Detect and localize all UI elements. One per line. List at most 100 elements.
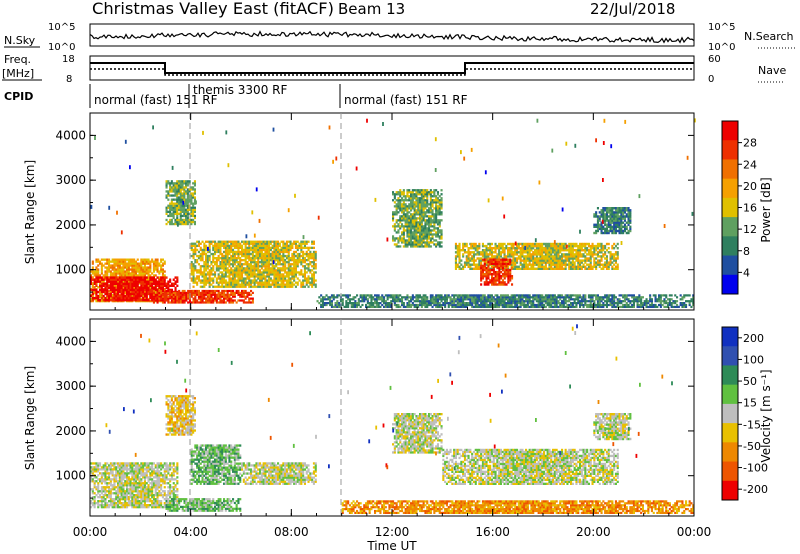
heatmap-cell (165, 293, 168, 296)
heatmap-cell (230, 277, 233, 280)
heatmap-cell (221, 244, 224, 247)
heatmap-cell (431, 219, 434, 222)
heatmap-cell (115, 280, 118, 283)
heatmap-cell (145, 290, 148, 294)
heatmap-cell (395, 245, 398, 248)
heatmap-cell (133, 290, 136, 294)
heatmap-cell (100, 262, 103, 265)
heatmap-cell (239, 246, 242, 249)
heatmap-cell (462, 300, 465, 303)
cpid-label: CPID (4, 90, 33, 103)
heatmap-cell (194, 269, 197, 272)
heatmap-cell (422, 227, 425, 230)
heatmap-cell (224, 293, 227, 296)
heatmap-cell (215, 257, 218, 260)
heatmap-cell (411, 303, 414, 307)
heatmap-cell (688, 300, 691, 303)
heatmap-cell (490, 255, 493, 258)
heatmap-cell (415, 213, 418, 216)
heatmap-cell (120, 294, 123, 298)
heatmap-cell (253, 273, 256, 276)
heatmap-cell (417, 243, 420, 246)
heatmap-cell (185, 299, 188, 302)
heatmap-cell (539, 305, 542, 308)
heatmap-cell (241, 283, 244, 286)
heatmap-cell (440, 205, 443, 208)
heatmap-cell (643, 300, 646, 303)
heatmap-cell (611, 303, 614, 307)
heatmap-cell (165, 190, 168, 193)
heatmap-cell (442, 296, 445, 299)
heatmap-cell (589, 294, 592, 297)
heatmap-cell (605, 305, 608, 308)
heatmap-cell (100, 288, 103, 292)
heatmap-cell (126, 266, 129, 269)
heatmap-cell (214, 257, 217, 260)
heatmap-cell (235, 289, 238, 293)
heatmap-cell (379, 296, 382, 299)
heatmap-cell (251, 259, 254, 262)
heatmap-cell (122, 278, 125, 281)
heatmap-cell (406, 245, 409, 248)
heatmap-cell (420, 193, 423, 196)
heatmap-cell (259, 265, 262, 268)
heatmap-cell (375, 294, 378, 297)
heatmap-cell (325, 303, 328, 307)
heatmap-cell (253, 246, 256, 249)
heatmap-cell (428, 223, 431, 226)
heatmap-cell (417, 197, 420, 200)
heatmap-cell (487, 249, 490, 252)
heatmap-cell (435, 303, 438, 307)
heatmap-cell (413, 217, 416, 220)
heatmap-cell (237, 248, 240, 252)
heatmap-cell (183, 208, 186, 211)
heatmap-cell (120, 288, 123, 292)
heatmap-cell (244, 281, 247, 284)
heatmap-cell (440, 211, 443, 214)
heatmap-cell (404, 241, 407, 244)
heatmap-cell (253, 248, 256, 252)
heatmap-cell (401, 211, 404, 214)
heatmap-cell (91, 276, 94, 279)
heatmap-cell (145, 270, 148, 273)
heatmap-cell (393, 195, 396, 198)
heatmap-cell (117, 276, 120, 279)
heatmap-cell (179, 301, 182, 304)
heatmap-cell (415, 225, 418, 228)
heatmap-cell (237, 277, 240, 280)
heatmap-cell (411, 225, 414, 228)
heatmap-cell (106, 266, 109, 269)
heatmap-cell (419, 227, 422, 230)
heatmap-cell (206, 240, 209, 243)
heatmap-cell (232, 261, 235, 264)
heatmap-cell (345, 294, 348, 297)
heatmap-cell (390, 305, 393, 308)
heatmap-cell (251, 285, 254, 288)
heatmap-cell (424, 213, 427, 216)
heatmap-cell (277, 263, 280, 266)
heatmap-cell (186, 182, 189, 185)
heatmap-cell (519, 302, 522, 305)
heatmap-cell (122, 274, 125, 277)
heatmap-cell (205, 273, 208, 276)
heatmap-cell (232, 240, 235, 243)
heatmap-cell (370, 296, 373, 299)
heatmap-cell (573, 298, 576, 301)
heatmap-cell (397, 239, 400, 242)
heatmap-cell (104, 258, 107, 261)
heatmap-cell (226, 291, 229, 294)
heatmap-cell (607, 296, 610, 299)
heatmap-cell (131, 286, 134, 290)
heatmap-cell (406, 294, 409, 297)
heatmap-cell (523, 294, 526, 297)
heatmap-cell (467, 253, 470, 256)
heatmap-cell (685, 305, 688, 308)
heatmap-cell (117, 296, 120, 300)
heatmap-cell (332, 305, 335, 308)
heatmap-cell (399, 300, 402, 303)
heatmap-cell (296, 257, 299, 260)
heatmap-cell (483, 251, 486, 254)
heatmap-cell (223, 261, 226, 264)
heatmap-cell (122, 292, 125, 296)
heatmap-cell (273, 277, 276, 280)
